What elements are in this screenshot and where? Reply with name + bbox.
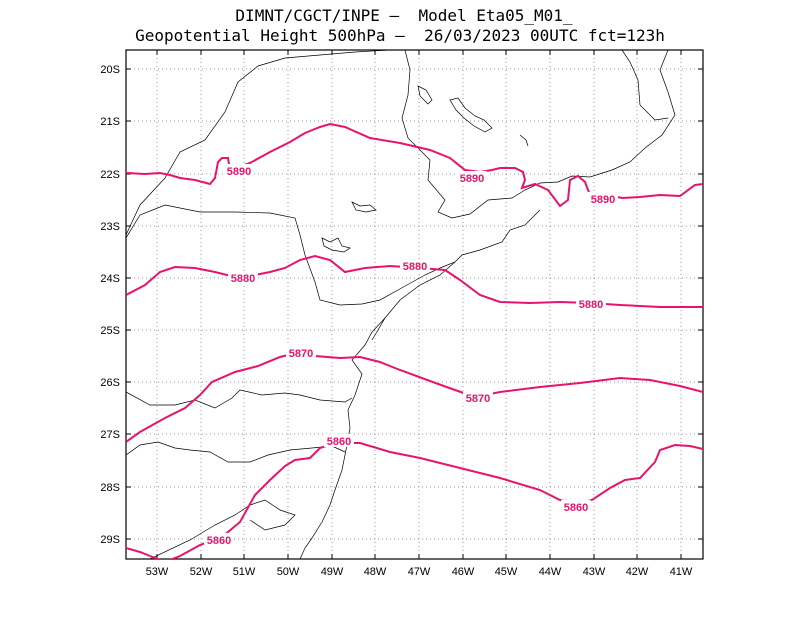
contour-5860: [126, 442, 703, 559]
lon-tick-label: 48W: [364, 566, 387, 578]
contour-label-5880: 5880: [403, 261, 427, 273]
lon-tick-label: 43W: [583, 566, 606, 578]
lon-tick-label: 44W: [539, 566, 562, 578]
contour-label-5860: 5860: [327, 436, 351, 448]
contour-lines: [126, 122, 703, 559]
lon-axis: 53W 52W 51W 50W 49W 48W 47W 46W 45W 44W 43W 42W 41W: [146, 50, 693, 578]
lon-tick-label: 42W: [626, 566, 649, 578]
lat-tick-label: 20S: [100, 64, 120, 76]
lat-tick-label: 22S: [100, 169, 120, 181]
coastline-borders: [126, 50, 676, 559]
lon-tick-label: 49W: [321, 566, 344, 578]
lat-tick-label: 23S: [100, 221, 120, 233]
lat-tick-label: 29S: [100, 534, 120, 546]
lon-tick-label: 53W: [146, 566, 169, 578]
lat-axis: 20S 21S 22S 23S 24S 25S 26S 27S 28S 29S: [100, 64, 703, 546]
lat-tick-label: 27S: [100, 429, 120, 441]
contour-label-5870: 5870: [289, 348, 313, 360]
contour-label-5860: 5860: [207, 535, 231, 547]
lat-tick-label: 21S: [100, 116, 120, 128]
lat-lon-grid: [126, 50, 703, 559]
lon-tick-label: 46W: [452, 566, 475, 578]
lon-tick-label: 51W: [233, 566, 256, 578]
contour-label-5890: 5890: [460, 173, 484, 185]
plot-frame: [125, 49, 704, 560]
lat-tick-label: 24S: [100, 273, 120, 285]
contour-5890: [126, 122, 703, 208]
contour-label-5870: 5870: [466, 393, 490, 405]
contour-label-5890: 5890: [591, 194, 615, 206]
lon-tick-label: 45W: [495, 566, 518, 578]
lat-tick-label: 26S: [100, 377, 120, 389]
contour-label-5880: 5880: [579, 299, 603, 311]
lon-tick-label: 47W: [408, 566, 431, 578]
contour-labels: 5890 5890 5890 5880 5880 5880 5870 5870 …: [204, 164, 618, 547]
lat-tick-label: 25S: [100, 325, 120, 337]
contour-5870: [126, 350, 703, 443]
lon-tick-label: 52W: [190, 566, 213, 578]
lon-tick-label: 41W: [670, 566, 693, 578]
contour-label-5860: 5860: [564, 502, 588, 514]
contour-5880: [126, 254, 703, 308]
contour-label-5880: 5880: [231, 273, 255, 285]
title-line-1: DIMNT/CGCT/INPE – Model Eta05_M01_: [235, 6, 573, 25]
lat-tick-label: 28S: [100, 482, 120, 494]
lon-tick-label: 50W: [277, 566, 300, 578]
contour-label-5890: 5890: [227, 166, 251, 178]
title-line-2: Geopotential Height 500hPa – 26/03/2023 …: [135, 26, 665, 45]
